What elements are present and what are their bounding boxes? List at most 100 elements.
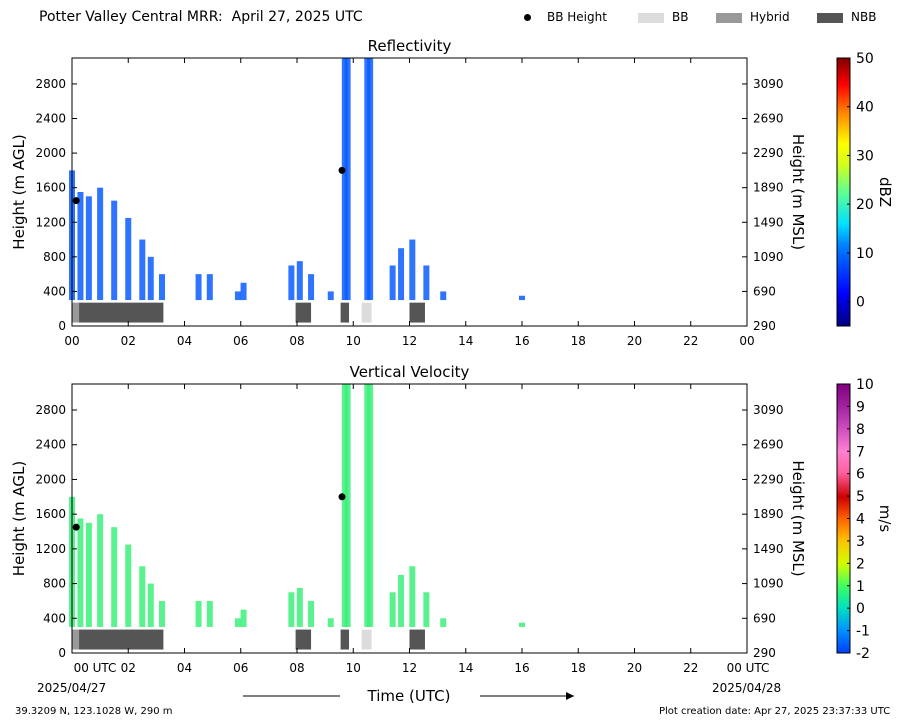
legend-item-hybrid: Hybrid <box>716 10 790 24</box>
class-strip-segment <box>295 302 312 323</box>
y-tick-label: 2400 <box>35 438 66 452</box>
y-tick-label-right: 2290 <box>753 472 784 486</box>
echo-column-mark <box>423 592 430 627</box>
x-tick-label: 04 <box>177 661 192 675</box>
y-tick-label: 800 <box>43 577 66 591</box>
x-tick-label: 00 <box>64 334 79 348</box>
colorbar-tick-label: 0 <box>856 601 865 617</box>
x-tick-label: 20 <box>627 334 642 348</box>
y-tick-label-right: 3090 <box>753 403 784 417</box>
x-tick-label: 08 <box>289 334 304 348</box>
echo-column-mark <box>234 618 241 627</box>
y-tick-label-right: 2290 <box>753 146 784 160</box>
panel-title: Vertical Velocity <box>350 363 470 381</box>
x-tick-label: 00 UTC <box>74 661 117 675</box>
legend-item-bb-height: BB Height <box>524 10 607 24</box>
x-tick-label: 14 <box>458 661 473 675</box>
echo-column-mark <box>308 274 315 301</box>
echo-column-mark <box>147 583 154 627</box>
echo-column-mark <box>519 295 525 301</box>
y-tick-label: 2000 <box>35 472 66 486</box>
colorbar-tick-label: 9 <box>856 399 865 415</box>
echo-column-mark <box>344 384 351 627</box>
echo-column-mark <box>389 592 396 627</box>
echo-column-mark <box>111 200 118 301</box>
y-tick-label: 1600 <box>35 507 66 521</box>
y-axis-label: Height (m AGL) <box>10 134 28 249</box>
y-tick-label-right: 1490 <box>753 542 784 556</box>
x-tick-label: 22 <box>683 661 698 675</box>
echo-column-mark <box>206 600 213 627</box>
legend-label: BB <box>672 10 689 24</box>
y-tick-label-right: 1490 <box>753 215 784 229</box>
x-tick-label: 02 <box>121 661 136 675</box>
bb-height-marker-icon <box>524 14 531 21</box>
x-tick-label: 08 <box>289 661 304 675</box>
echo-column-mark <box>77 192 84 301</box>
echo-column-mark <box>409 239 416 301</box>
y-tick-label: 2800 <box>35 77 66 91</box>
legend-label: BB Height <box>547 10 607 24</box>
echo-column-mark <box>195 600 202 627</box>
echo-column-mark <box>147 256 154 301</box>
page-title: Potter Valley Central MRR: April 27, 202… <box>39 9 363 25</box>
echo-column-mark <box>139 566 146 627</box>
y-tick-label: 0 <box>58 319 66 333</box>
colorbar-tick-label: 40 <box>856 100 874 116</box>
legend-item-bb: BB <box>638 10 688 24</box>
y-tick-label-right: 690 <box>753 284 776 298</box>
colorbar-tick-label: 7 <box>856 444 865 460</box>
x-tick-label: 12 <box>402 661 417 675</box>
y-tick-label-right: 2690 <box>753 112 784 126</box>
colorbar-tick-label: 10 <box>856 377 874 393</box>
y-tick-label-right: 690 <box>753 611 776 625</box>
x-tick-label: 10 <box>346 661 361 675</box>
x-axis-label: Time (UTC) <box>367 687 451 705</box>
arrow-right-icon <box>566 692 574 700</box>
y-tick-label: 2800 <box>35 403 66 417</box>
echo-column-mark <box>159 600 165 627</box>
class-strip-segment <box>340 629 350 650</box>
class-strip-segment <box>409 629 425 650</box>
x-tick-label: 22 <box>683 334 698 348</box>
date-left-label: 2025/04/27 <box>37 681 106 695</box>
class-strip-segment <box>79 302 164 323</box>
echo-column-mark <box>409 566 416 627</box>
y-tick-label-right: 1890 <box>753 181 784 195</box>
x-tick-label: 02 <box>121 334 136 348</box>
class-strip-segment <box>361 302 372 323</box>
colorbar-label: m/s <box>876 505 894 533</box>
y-axis-label: Height (m AGL) <box>10 461 28 576</box>
colorbar-tick-label: 10 <box>856 246 874 262</box>
bb-height-point <box>338 166 346 174</box>
y-tick-label-right: 290 <box>753 319 776 333</box>
y-tick-label: 2400 <box>35 112 66 126</box>
colorbar-tick-label: 30 <box>856 148 874 164</box>
echo-column-mark <box>296 261 303 301</box>
echo-column-mark <box>97 514 104 627</box>
colorbar-tick-label: 4 <box>856 512 865 528</box>
echo-column-mark <box>111 527 118 627</box>
echo-column-mark <box>296 587 303 627</box>
echo-column-mark <box>440 291 447 301</box>
colorbar-tick-label: -1 <box>856 624 870 640</box>
x-tick-label: 00 <box>739 334 754 348</box>
y-tick-label-right: 1090 <box>753 577 784 591</box>
echo-column-mark <box>240 609 247 627</box>
echo-column-mark <box>344 58 351 301</box>
y-tick-label: 1200 <box>35 215 66 229</box>
echo-column-mark <box>85 196 92 301</box>
y-axis-label-right: Height (m MSL) <box>789 460 807 576</box>
y-tick-label: 1200 <box>35 542 66 556</box>
x-tick-label: 04 <box>177 334 192 348</box>
echo-column-mark <box>367 384 374 627</box>
colorbar-tick-label: 1 <box>856 579 865 595</box>
y-tick-label: 800 <box>43 250 66 264</box>
echo-column-mark <box>327 291 334 301</box>
x-tick-label: 16 <box>514 661 529 675</box>
y-tick-label: 1600 <box>35 181 66 195</box>
bb-height-point <box>72 197 80 205</box>
x-tick-label: 20 <box>627 661 642 675</box>
